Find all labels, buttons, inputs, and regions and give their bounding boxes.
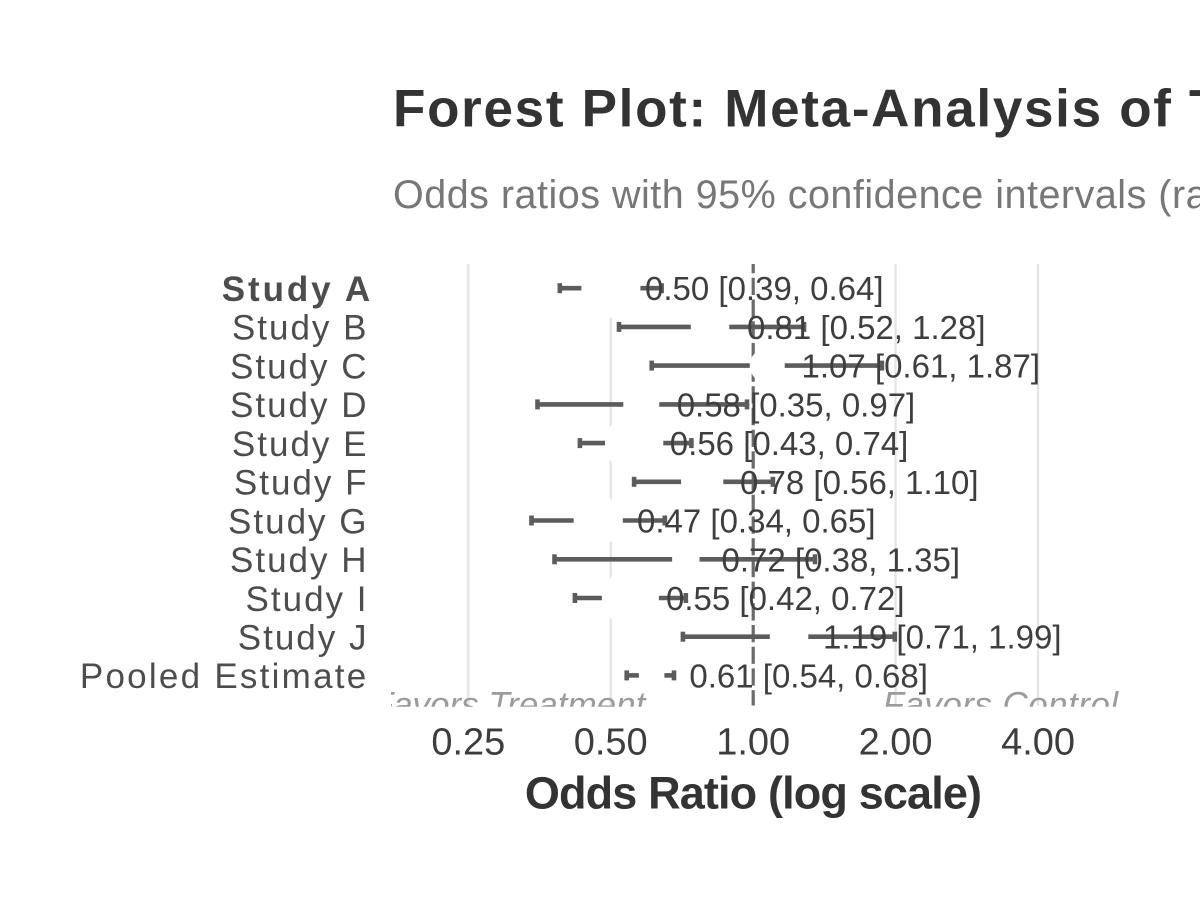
svg-text:0.55 [0.42, 0.72]: 0.55 [0.42, 0.72] <box>666 580 905 617</box>
svg-text:0.81 [0.52, 1.28]: 0.81 [0.52, 1.28] <box>747 309 986 346</box>
svg-text:Pooled Estimate: Pooled Estimate <box>80 657 369 696</box>
svg-text:0.50 [0.39, 0.64]: 0.50 [0.39, 0.64] <box>645 270 884 307</box>
svg-text:0.56 [0.43, 0.74]: 0.56 [0.43, 0.74] <box>670 425 909 462</box>
svg-text:Favors Control: Favors Control <box>883 686 1120 725</box>
svg-text:Study G: Study G <box>228 502 368 541</box>
svg-text:Study J: Study J <box>238 619 369 658</box>
svg-text:Favors Treatment: Favors Treatment <box>372 686 647 725</box>
svg-text:0.72 [0.38, 1.35]: 0.72 [0.38, 1.35] <box>722 541 961 578</box>
svg-text:Study A: Study A <box>222 270 373 309</box>
svg-text:1.07 [0.61, 1.87]: 1.07 [0.61, 1.87] <box>802 348 1041 385</box>
svg-text:0.50: 0.50 <box>574 722 648 764</box>
svg-text:Forest Plot: Meta-Analysis of: Forest Plot: Meta-Analysis of Treatment … <box>393 80 1200 139</box>
svg-text:0.58 [0.35, 0.97]: 0.58 [0.35, 0.97] <box>677 386 916 423</box>
svg-text:1.00: 1.00 <box>716 722 790 764</box>
svg-text:Study E: Study E <box>232 425 369 464</box>
svg-text:Odds Ratio (log scale): Odds Ratio (log scale) <box>525 767 981 818</box>
svg-text:Study I: Study I <box>246 580 369 619</box>
svg-text:0.78 [0.56, 1.10]: 0.78 [0.56, 1.10] <box>740 464 979 501</box>
svg-text:4.00: 4.00 <box>1001 722 1075 764</box>
svg-text:1.19 [0.71, 1.99]: 1.19 [0.71, 1.99] <box>823 619 1062 656</box>
svg-text:0.61 [0.54, 0.68]: 0.61 [0.54, 0.68] <box>689 657 928 694</box>
svg-text:Study D: Study D <box>230 386 369 425</box>
svg-text:Study B: Study B <box>232 309 369 348</box>
svg-text:Study F: Study F <box>234 464 369 503</box>
svg-text:0.25: 0.25 <box>431 722 505 764</box>
svg-text:Study C: Study C <box>230 347 369 386</box>
svg-text:Study H: Study H <box>230 541 369 580</box>
svg-text:0.47 [0.34, 0.65]: 0.47 [0.34, 0.65] <box>637 503 876 540</box>
svg-text:2.00: 2.00 <box>859 722 933 764</box>
svg-text:Odds ratios with 95% confidenc: Odds ratios with 95% confidence interval… <box>393 173 1200 217</box>
